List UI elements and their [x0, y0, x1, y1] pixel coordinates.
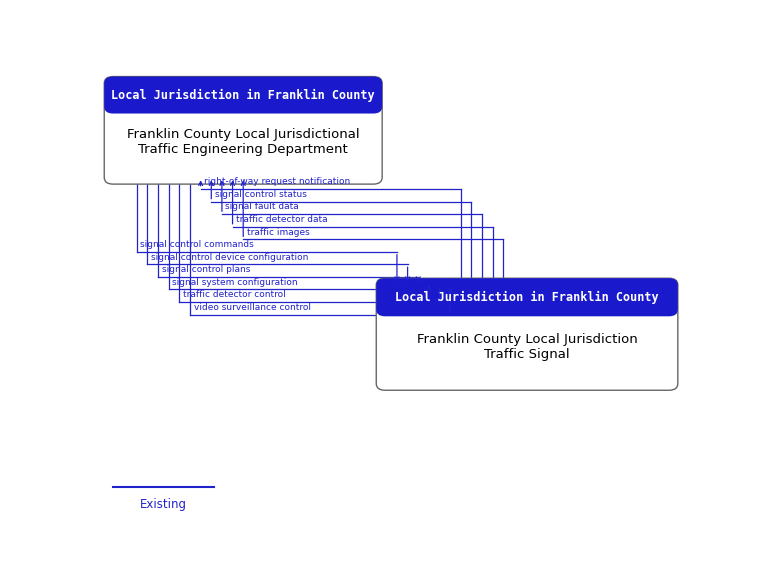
FancyBboxPatch shape	[105, 77, 382, 113]
Text: Franklin County Local Jurisdictional
Traffic Engineering Department: Franklin County Local Jurisdictional Tra…	[127, 128, 359, 156]
Text: signal system configuration: signal system configuration	[172, 278, 298, 287]
Text: signal control plans: signal control plans	[162, 265, 250, 274]
Text: Local Jurisdiction in Franklin County: Local Jurisdiction in Franklin County	[395, 291, 659, 304]
FancyBboxPatch shape	[388, 297, 666, 310]
Text: traffic detector control: traffic detector control	[183, 290, 285, 299]
Text: signal control commands: signal control commands	[140, 240, 254, 249]
FancyBboxPatch shape	[376, 278, 678, 391]
Text: signal control status: signal control status	[215, 190, 307, 199]
Text: traffic images: traffic images	[246, 228, 310, 236]
Text: signal control device configuration: signal control device configuration	[151, 253, 308, 262]
Text: right-of-way request notification: right-of-way request notification	[204, 177, 350, 186]
Text: Existing: Existing	[140, 498, 187, 511]
Text: signal fault data: signal fault data	[226, 203, 299, 211]
Text: video surveillance control: video surveillance control	[194, 303, 311, 312]
Text: Franklin County Local Jurisdiction
Traffic Signal: Franklin County Local Jurisdiction Traff…	[417, 332, 637, 361]
Text: Local Jurisdiction in Franklin County: Local Jurisdiction in Franklin County	[111, 88, 375, 102]
FancyBboxPatch shape	[116, 95, 370, 107]
FancyBboxPatch shape	[105, 77, 382, 184]
Text: traffic detector data: traffic detector data	[236, 215, 328, 224]
FancyBboxPatch shape	[376, 278, 678, 317]
